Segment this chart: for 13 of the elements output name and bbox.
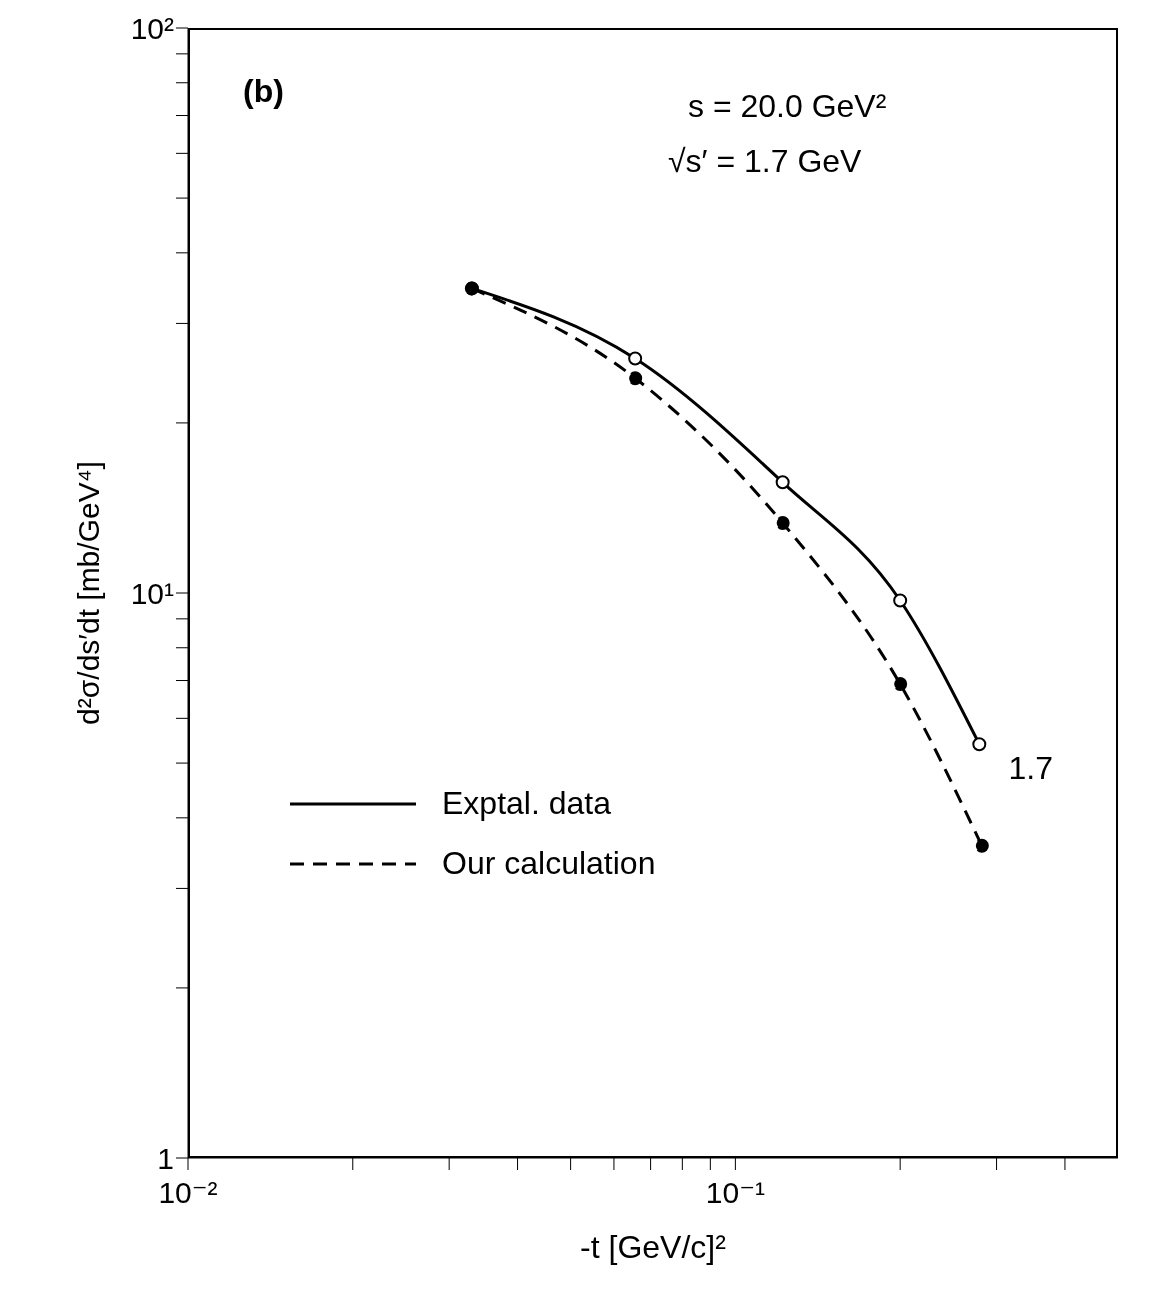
- legend-label: Our calculation: [442, 845, 656, 883]
- y-axis-title: d²σ/ds′dt [mb/GeV⁴]: [71, 461, 105, 725]
- annotation: 1.7: [1008, 750, 1054, 788]
- x-tick-label: 10⁻¹: [705, 1176, 765, 1210]
- y-tick-label: 10²: [130, 11, 175, 45]
- legend-label: Exptal. data: [442, 785, 611, 823]
- y-tick-label: 10¹: [130, 576, 175, 610]
- x-tick-label: 10⁻²: [158, 1176, 218, 1210]
- annotation: s = 20.0 GeV²: [688, 88, 887, 125]
- annotation: √s′ = 1.7 GeV: [668, 143, 862, 180]
- x-axis-title: -t [GeV/c]²: [580, 1229, 727, 1265]
- annotation: (b): [243, 73, 284, 110]
- y-tick-label: 1: [157, 1141, 174, 1175]
